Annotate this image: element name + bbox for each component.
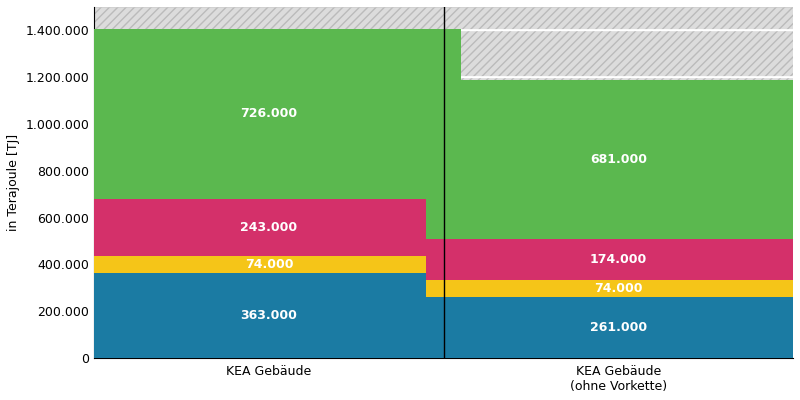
- Text: 174.000: 174.000: [590, 253, 647, 266]
- Text: 363.000: 363.000: [241, 309, 298, 322]
- Bar: [426, 297, 800, 358]
- Text: 74.000: 74.000: [594, 282, 642, 295]
- Bar: [77, 256, 461, 273]
- Y-axis label: in Terajoule [TJ]: in Terajoule [TJ]: [7, 134, 20, 231]
- Bar: [426, 239, 800, 280]
- Text: 726.000: 726.000: [240, 108, 298, 120]
- Text: 74.000: 74.000: [245, 258, 293, 271]
- Bar: [426, 80, 800, 239]
- Text: 261.000: 261.000: [590, 321, 647, 334]
- Bar: [426, 280, 800, 297]
- Bar: [77, 29, 461, 199]
- Bar: [77, 199, 461, 256]
- Text: 243.000: 243.000: [240, 221, 298, 234]
- Text: 681.000: 681.000: [590, 153, 647, 166]
- Bar: [77, 273, 461, 358]
